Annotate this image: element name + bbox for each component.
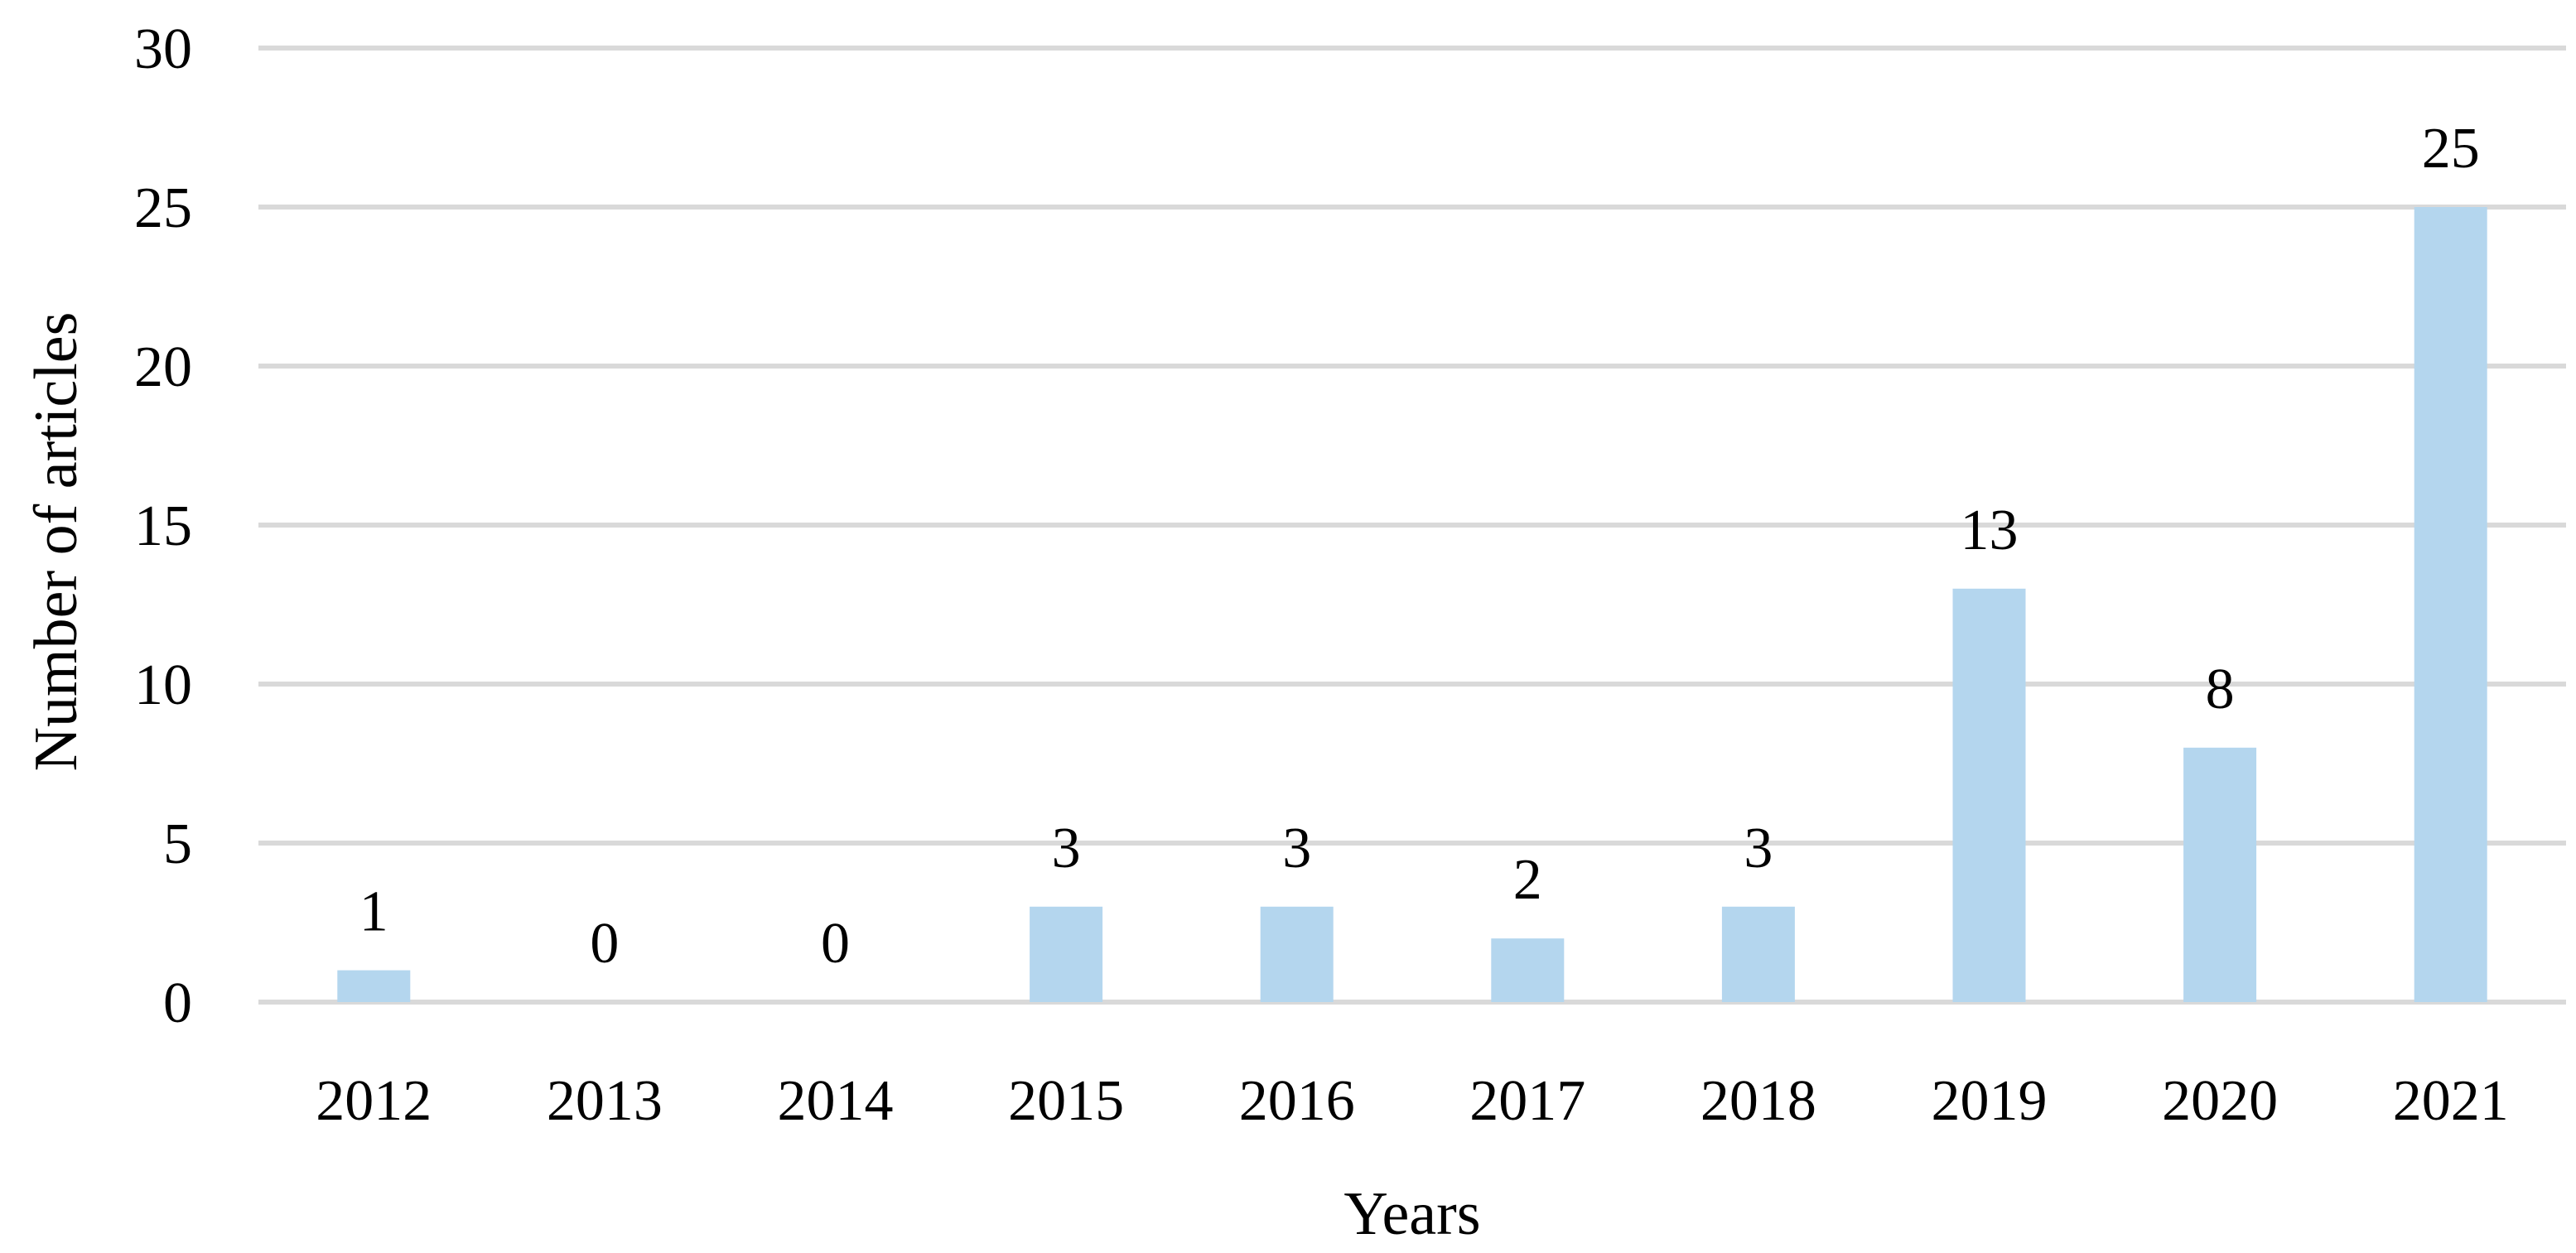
x-tick-label: 2020 <box>2162 1069 2278 1133</box>
y-tick-label: 25 <box>134 176 192 240</box>
x-tick-label: 2012 <box>316 1069 432 1133</box>
x-tick-label: 2013 <box>547 1069 663 1133</box>
y-axis-title: Number of articles <box>22 312 90 772</box>
x-tick-label: 2016 <box>1239 1069 1355 1133</box>
y-axis-ticks: 0 5 10 15 20 25 30 <box>134 17 192 1035</box>
x-tick-label: 2018 <box>1700 1069 1816 1133</box>
x-tick-label: 2021 <box>2393 1069 2509 1133</box>
data-label: 8 <box>2206 658 2235 721</box>
y-tick-label: 15 <box>134 494 192 558</box>
x-axis-ticks: 2012 2013 2014 2015 2016 2017 2018 2019 2020 2021 <box>316 1069 2508 1133</box>
data-label: 13 <box>1961 499 2019 562</box>
data-label: 3 <box>1744 817 1773 880</box>
bar <box>2183 747 2257 1002</box>
y-tick-label: 20 <box>134 335 192 399</box>
data-label: 1 <box>359 880 388 944</box>
bars <box>337 207 2487 1002</box>
x-tick-label: 2019 <box>1932 1069 2048 1133</box>
data-label: 25 <box>2422 117 2480 181</box>
data-label: 3 <box>1282 817 1311 880</box>
data-label: 2 <box>1513 848 1542 912</box>
data-label: 0 <box>590 912 619 976</box>
y-tick-label: 5 <box>163 812 192 876</box>
bar <box>1952 588 2026 1002</box>
y-tick-label: 0 <box>163 971 192 1035</box>
data-label: 0 <box>821 912 850 976</box>
x-tick-label: 2014 <box>778 1069 894 1133</box>
data-labels: 1 0 0 3 3 2 3 13 8 25 <box>359 117 2480 976</box>
x-tick-label: 2015 <box>1008 1069 1124 1133</box>
data-label: 3 <box>1052 817 1081 880</box>
y-tick-label: 30 <box>134 17 192 81</box>
x-tick-label: 2017 <box>1469 1069 1585 1133</box>
bar <box>1030 906 1103 1002</box>
y-tick-label: 10 <box>134 653 192 717</box>
bar <box>1721 906 1795 1002</box>
gridlines <box>258 46 2566 1005</box>
bar <box>2414 207 2487 1002</box>
bar <box>337 970 411 1002</box>
x-axis-title: Years <box>1343 1180 1480 1248</box>
bar <box>1491 938 1565 1002</box>
bar <box>1260 906 1334 1002</box>
